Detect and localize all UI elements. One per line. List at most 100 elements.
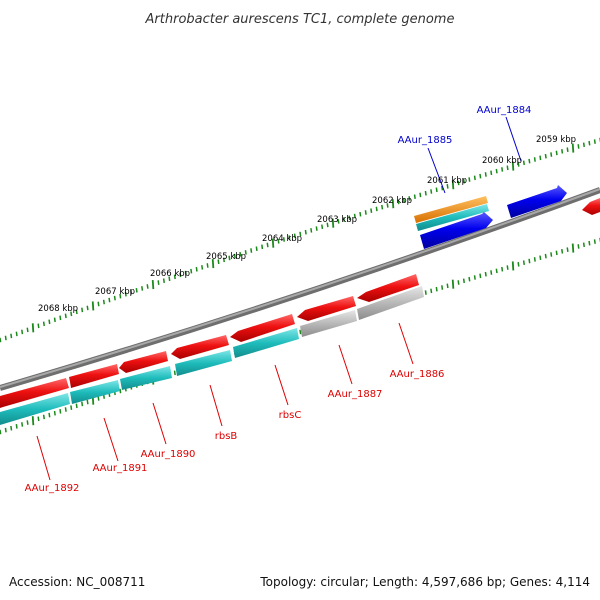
minor-tick [424,190,427,196]
minor-tick [550,252,553,257]
scale-label: 2060 kbp [482,156,522,166]
minor-tick [119,388,122,394]
minor-tick [353,213,356,219]
gene-arrow-aaur-1892[interactable] [0,378,69,408]
leader-line [398,322,414,365]
genome-summary-text: Topology: circular; Length: 4,597,686 bp… [259,575,590,589]
minor-tick [577,144,580,149]
minor-tick [501,266,504,272]
minor-tick [299,231,302,237]
minor-tick [21,329,24,335]
minor-tick [342,217,345,222]
outer-tick-ring [0,137,600,343]
gene-label-rbsC[interactable]: rbsC [279,410,302,421]
minor-tick [495,168,498,174]
major-tick [151,279,155,290]
minor-tick [539,255,542,261]
scale-labels: 2068 kbp 2067 kbp 2066 kbp 2065 kbp 2064… [38,135,576,314]
scale-label: 2062 kbp [372,196,412,206]
minor-tick [468,276,471,282]
gene-label-aaur-1890[interactable]: AAur_1890 [141,449,196,460]
gene-label-aaur-1884[interactable]: AAur_1884 [477,105,532,116]
scale-label: 2059 kbp [536,135,576,145]
scale-label: 2061 kbp [427,176,467,186]
minor-tick [550,152,553,157]
minor-tick [108,297,111,303]
minor-tick [53,317,56,323]
minor-tick [321,224,324,230]
gene-arrow-aaur-1887[interactable] [297,296,356,321]
minor-tick [337,219,340,224]
major-tick [391,199,395,209]
minor-tick [506,265,509,270]
gene-arrow-offscreen[interactable] [582,198,600,215]
minor-tick [370,208,373,214]
minor-tick [419,192,422,198]
minor-tick [561,148,564,154]
gene-label-aaur-1887[interactable]: AAur_1887 [328,389,383,400]
major-tick [571,243,575,253]
cds-block [120,366,172,390]
minor-tick [435,286,438,292]
minor-tick [201,265,204,270]
minor-tick [359,211,362,217]
minor-tick [582,142,585,148]
minor-tick [261,244,264,250]
minor-tick [10,333,13,339]
gene-label-aaur-1892[interactable]: AAur_1892 [25,483,80,494]
gene-arrow-aaur-1890[interactable] [119,351,168,373]
minor-tick [446,283,449,289]
scale-label: 2066 kbp [150,269,190,279]
minor-tick [533,257,536,262]
gene-labels: AAur_1892 AAur_1891 AAur_1890 rbsB rbsC … [25,105,532,494]
minor-tick [86,399,89,405]
leader-line [103,417,119,462]
minor-tick [102,299,105,305]
gene-arrow-aaur-1891[interactable] [69,364,119,388]
minor-tick [473,175,476,181]
minor-tick [81,401,84,407]
gene-label-aaur-1891[interactable]: AAur_1891 [93,463,148,474]
gene-arrow-rbsB[interactable] [171,335,229,359]
gene-label-rbsB[interactable]: rbsB [215,431,238,442]
minor-tick [130,289,133,295]
minor-tick [37,416,40,422]
minor-tick [81,307,84,313]
minor-tick [528,158,531,164]
gene-arrow-rbsC[interactable] [230,314,295,342]
gene-label-aaur-1885[interactable]: AAur_1885 [398,135,453,146]
minor-tick [75,309,78,315]
minor-tick [59,315,62,321]
minor-tick [37,323,40,329]
cds-block [70,380,120,404]
cds-block [300,310,357,337]
minor-tick [588,240,591,246]
minor-tick [0,337,2,343]
minor-tick [239,251,242,257]
minor-tick [522,160,525,166]
minor-tick [473,275,476,280]
minor-tick [64,407,67,412]
minor-tick [544,253,547,259]
minor-tick [462,278,465,284]
major-tick [31,323,35,333]
minor-tick [179,272,182,278]
minor-tick [593,139,596,144]
minor-tick [10,425,13,431]
minor-tick [533,157,536,162]
minor-tick [282,237,285,242]
minor-tick [173,370,176,376]
minor-tick [326,222,329,228]
gene-label-aaur-1886[interactable]: AAur_1886 [390,369,445,380]
minor-tick [381,204,384,210]
minor-tick [70,405,73,410]
gene-arrow-aaur-1886[interactable] [357,274,419,302]
gene-arrow-aaur-1884[interactable] [507,185,567,218]
gene-arrow-aaur-1885[interactable] [420,212,493,249]
major-tick [331,218,335,228]
minor-tick [42,414,45,420]
reverse-strand-genes [0,198,600,408]
minor-tick [4,427,7,433]
minor-tick [222,257,225,263]
minor-tick [375,206,378,212]
